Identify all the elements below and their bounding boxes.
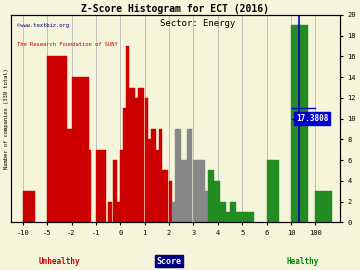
Bar (196, 160, 199, 222)
Y-axis label: Number of companies (339 total): Number of companies (339 total) (4, 68, 9, 169)
Bar (117, 201, 120, 222)
Bar (96, 150, 105, 222)
Bar (291, 25, 308, 222)
Bar (47, 56, 67, 222)
Text: Healthy: Healthy (287, 257, 319, 266)
Bar (193, 160, 196, 222)
Bar (108, 201, 112, 222)
Bar (123, 108, 126, 222)
Bar (145, 98, 148, 222)
Bar (153, 129, 156, 222)
Bar (159, 129, 162, 222)
Title: Z-Score Histogram for ECT (2016): Z-Score Histogram for ECT (2016) (81, 4, 269, 14)
Bar (169, 181, 172, 222)
Bar (141, 87, 144, 222)
Bar (186, 129, 189, 222)
Bar (214, 181, 220, 222)
Bar (189, 129, 193, 222)
Text: Unhealthy: Unhealthy (39, 257, 80, 266)
Bar (148, 139, 150, 222)
Bar (129, 87, 132, 222)
Text: Sector: Energy: Sector: Energy (160, 19, 236, 28)
Bar (135, 98, 138, 222)
Bar (162, 170, 165, 222)
Text: The Research Foundation of SUNY: The Research Foundation of SUNY (17, 42, 118, 47)
Bar (226, 212, 233, 222)
Bar (23, 191, 35, 222)
Bar (178, 129, 181, 222)
Bar (175, 129, 178, 222)
Bar (242, 212, 248, 222)
Bar (208, 170, 214, 222)
Bar (72, 77, 89, 222)
Bar (199, 160, 202, 222)
Bar (172, 201, 175, 222)
Bar (202, 160, 205, 222)
Bar (84, 150, 91, 222)
Text: ©www.textbiz.org: ©www.textbiz.org (17, 23, 69, 28)
Text: 17.3808: 17.3808 (296, 114, 328, 123)
Bar (156, 150, 159, 222)
Bar (248, 212, 255, 222)
Bar (205, 191, 208, 222)
Bar (165, 170, 168, 222)
Bar (266, 160, 279, 222)
Bar (220, 201, 226, 222)
Bar (150, 129, 153, 222)
Bar (126, 46, 129, 222)
Bar (113, 160, 117, 222)
Text: Score: Score (157, 257, 181, 266)
Bar (181, 160, 184, 222)
Bar (132, 87, 135, 222)
Bar (315, 191, 332, 222)
Bar (138, 87, 141, 222)
Bar (67, 129, 79, 222)
Bar (236, 212, 242, 222)
Bar (184, 160, 186, 222)
Bar (230, 201, 236, 222)
Bar (120, 150, 123, 222)
